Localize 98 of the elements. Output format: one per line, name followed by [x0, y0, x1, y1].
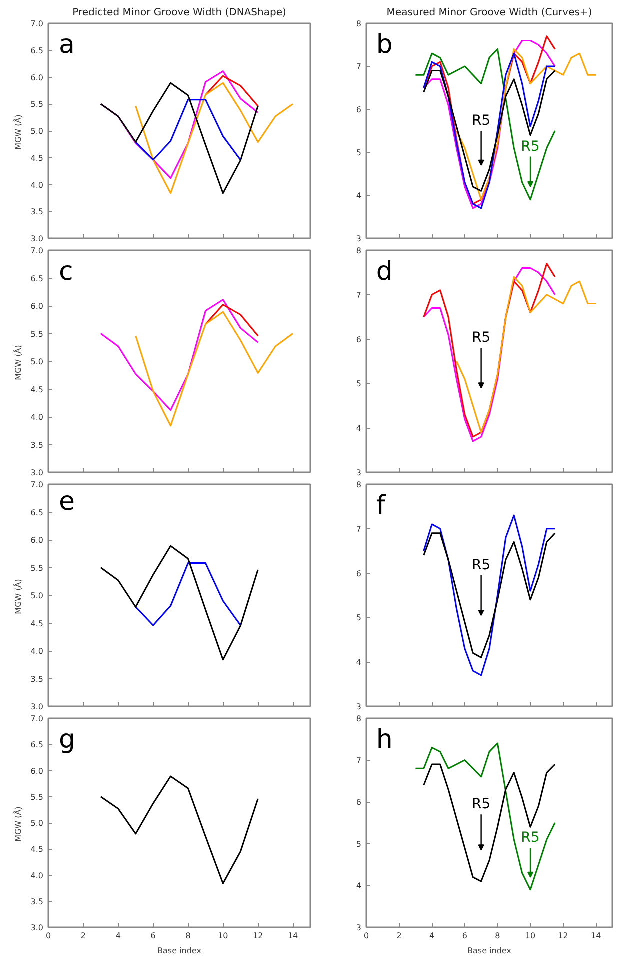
y-tick-label: 5: [356, 148, 362, 158]
annotation: R5: [472, 796, 491, 813]
x-tick-label: 8: [495, 932, 500, 940]
x-tick-label: 12: [253, 932, 264, 940]
y-tick-label: 8: [356, 246, 362, 256]
annotation: e: [58, 487, 75, 518]
y-tick-label: 8: [356, 714, 362, 724]
y-tick-label: 4.5: [30, 845, 44, 854]
y-axis-title: MGW (Å): [12, 579, 23, 614]
annotation: a: [58, 30, 75, 60]
y-tick-label: 4.5: [30, 385, 44, 394]
chart-title: Predicted Minor Groove Width (DNAShape): [72, 8, 286, 18]
y-tick-label: 4.0: [30, 647, 44, 656]
y-tick-label: 6.5: [30, 740, 44, 750]
y-tick-label: 7: [356, 524, 362, 534]
x-tick-label: 0: [46, 932, 52, 940]
y-tick-label: 7.0: [30, 480, 44, 490]
x-tick-label: 2: [80, 932, 86, 940]
y-tick-label: 6.0: [30, 73, 44, 82]
y-axis-title: MGW (Å): [12, 114, 23, 150]
x-tick-label: 10: [218, 932, 228, 940]
y-tick-label: 3.0: [30, 468, 44, 478]
x-tick-label: 6: [150, 932, 156, 940]
y-tick-label: 7.0: [30, 714, 44, 724]
y-tick-label: 7: [356, 62, 362, 72]
y-tick-label: 4: [356, 882, 362, 891]
y-tick-label: 5.5: [30, 564, 44, 573]
x-tick-label: 12: [558, 932, 568, 940]
y-tick-label: 3: [356, 924, 362, 932]
x-tick-label: 8: [186, 932, 191, 940]
y-tick-label: 6.5: [30, 274, 44, 284]
annotation: R5: [472, 330, 491, 346]
x-tick-label: 14: [288, 932, 298, 940]
y-tick-label: 3: [356, 468, 362, 478]
y-tick-label: 4.0: [30, 871, 44, 880]
annotation: h: [376, 724, 393, 755]
x-tick-label: 4: [430, 932, 435, 940]
y-axis-title: MGW (Å): [12, 345, 23, 380]
x-tick-label: 14: [591, 932, 602, 940]
annotation: R5: [472, 113, 491, 129]
annotation: R5: [521, 830, 540, 846]
y-tick-label: 6: [356, 335, 362, 344]
y-tick-label: 4.0: [30, 413, 44, 422]
y-tick-label: 6: [356, 569, 362, 578]
y-tick-label: 6: [356, 798, 362, 808]
y-tick-label: 8: [356, 480, 362, 490]
y-tick-label: 4: [356, 424, 362, 434]
y-tick-label: 5.0: [30, 127, 44, 136]
y-tick-label: 5.0: [30, 592, 44, 600]
y-tick-label: 4: [356, 192, 362, 200]
y-tick-label: 5.5: [30, 792, 44, 802]
x-axis-title: Base index: [468, 946, 512, 956]
y-tick-label: 3.0: [30, 702, 44, 712]
y-tick-label: 3.5: [30, 208, 44, 217]
annotation: b: [376, 30, 393, 60]
y-tick-label: 3: [356, 234, 362, 244]
annotation: g: [58, 724, 76, 755]
y-tick-label: 5.5: [30, 100, 44, 110]
y-tick-label: 7: [356, 756, 362, 766]
annotation: f: [376, 491, 386, 522]
y-tick-label: 4: [356, 658, 362, 668]
y-tick-label: 3.0: [30, 924, 44, 932]
y-tick-label: 3.0: [30, 234, 44, 244]
y-tick-label: 4.5: [30, 154, 44, 163]
y-tick-label: 5: [356, 614, 362, 623]
x-tick-label: 4: [116, 932, 121, 940]
annotation: R5: [521, 138, 540, 155]
y-tick-label: 3.5: [30, 440, 44, 450]
x-axis-title: Base index: [158, 946, 202, 956]
annotation: R5: [472, 558, 491, 574]
y-tick-label: 5: [356, 840, 362, 849]
y-tick-label: 7: [356, 290, 362, 300]
y-tick-label: 6.0: [30, 302, 44, 311]
y-tick-label: 3.5: [30, 674, 44, 684]
x-tick-label: 6: [462, 932, 468, 940]
y-tick-label: 5.0: [30, 358, 44, 366]
y-tick-label: 6.0: [30, 536, 44, 545]
y-tick-label: 5.0: [30, 819, 44, 828]
annotation: d: [376, 257, 393, 288]
x-tick-label: 0: [364, 932, 370, 940]
y-tick-label: 6.5: [30, 508, 44, 518]
y-tick-label: 3: [356, 702, 362, 712]
annotation: c: [58, 257, 74, 288]
x-tick-label: 2: [396, 932, 402, 940]
y-tick-label: 5.5: [30, 330, 44, 339]
y-tick-label: 6.0: [30, 766, 44, 776]
y-tick-label: 8: [356, 20, 362, 28]
chart-title: Measured Minor Groove Width (Curves+): [386, 8, 592, 18]
y-axis-title: MGW (Å): [12, 806, 23, 842]
y-tick-label: 6: [356, 106, 362, 114]
y-tick-label: 4.0: [30, 180, 44, 190]
y-tick-label: 6.5: [30, 46, 44, 56]
y-tick-label: 7.0: [30, 246, 44, 256]
y-tick-label: 3.5: [30, 897, 44, 906]
y-tick-label: 7.0: [30, 20, 44, 28]
y-tick-label: 4.5: [30, 619, 44, 628]
y-tick-label: 5: [356, 380, 362, 389]
x-tick-label: 10: [525, 932, 536, 940]
